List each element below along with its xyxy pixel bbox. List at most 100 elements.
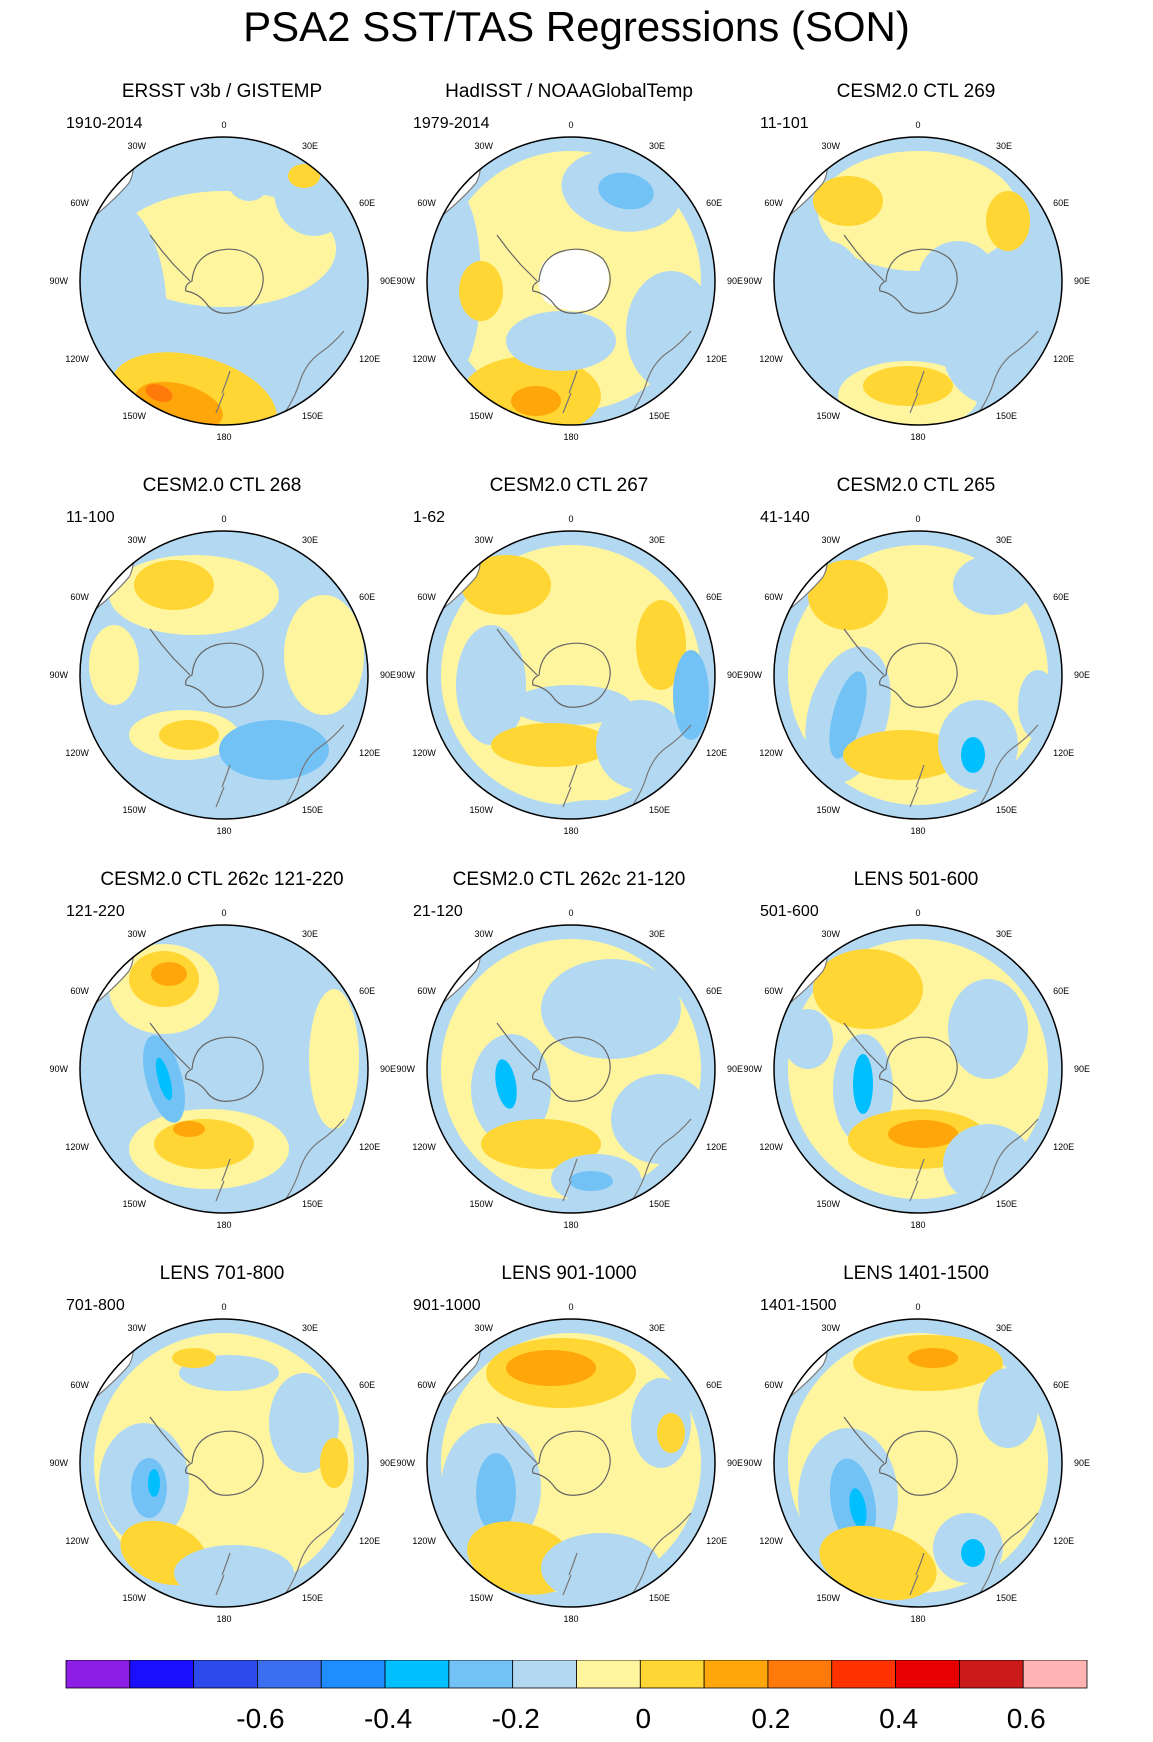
longitude-label: 60E	[706, 986, 722, 996]
longitude-label: 120W	[759, 748, 783, 758]
longitude-label: 120W	[759, 1536, 783, 1546]
longitude-label: 120W	[759, 1142, 783, 1152]
anomaly-region	[978, 1368, 1038, 1448]
anomaly-region	[173, 1121, 205, 1137]
map-boundary	[79, 530, 369, 820]
longitude-label: 60E	[359, 198, 375, 208]
anomaly-region	[320, 1438, 348, 1488]
longitude-label: 90E	[727, 1458, 743, 1468]
longitude-label: 120E	[1053, 354, 1074, 364]
longitude-label: 60W	[764, 986, 783, 996]
longitude-label: 120W	[65, 354, 89, 364]
longitude-label: 30E	[996, 1323, 1012, 1333]
panel-years: 1910-2014	[66, 115, 143, 132]
longitude-label: 150W	[816, 805, 840, 815]
colorbar-swatch	[129, 1660, 195, 1689]
longitude-label: 0	[915, 1302, 920, 1312]
polar-map: 0 30E 60E 90E 120E 150E 180 150W 120W 90W 60W 30W	[396, 514, 743, 836]
longitude-label: 120W	[65, 1536, 89, 1546]
longitude-label: 30W	[127, 535, 146, 545]
map-panel: LENS 901-1000 0 30E 60E 90E 120E 150E 180 150W 12…	[379, 1262, 759, 1657]
longitude-label: 60W	[417, 1380, 436, 1390]
anomaly-region	[908, 1348, 958, 1368]
longitude-label: 30E	[996, 535, 1012, 545]
longitude-label: 90W	[743, 1458, 762, 1468]
new-zealand-coastline	[562, 1158, 578, 1202]
longitude-label: 150E	[302, 1593, 323, 1603]
longitude-label: 90E	[1074, 1064, 1090, 1074]
longitude-label: 180	[216, 432, 231, 442]
peninsula-coastline	[843, 628, 885, 676]
peninsula-coastline	[149, 234, 191, 282]
anomaly-region	[853, 1054, 873, 1114]
longitude-label: 90E	[380, 276, 396, 286]
longitude-label: 60E	[706, 1380, 722, 1390]
map-panel: CESM2.0 CTL 262c 121-220 0 30E 60E 90E 120E 15…	[32, 868, 412, 1263]
anomaly-region	[461, 555, 551, 615]
anomaly-region	[174, 1545, 294, 1601]
australia-coastline	[632, 1118, 692, 1200]
longitude-label: 30E	[649, 141, 665, 151]
new-zealand-coastline	[215, 370, 231, 414]
australia-coastline	[979, 330, 1039, 412]
anomaly-region	[918, 241, 998, 321]
longitude-label: 120E	[359, 354, 380, 364]
longitude-label: 90E	[1074, 670, 1090, 680]
anomaly-region	[843, 730, 963, 780]
missing-data-region	[538, 249, 609, 311]
longitude-label: 0	[221, 908, 226, 918]
longitude-label: 0	[221, 514, 226, 524]
longitude-label: 30W	[821, 1323, 840, 1333]
map-boundary	[426, 924, 716, 1214]
anomaly-region	[89, 625, 139, 705]
panel-title: HadISST / NOAAGlobalTemp	[445, 81, 693, 102]
colorbar-swatch	[958, 1660, 1024, 1689]
map-panel: LENS 701-800 0 30E 60E 90E 120E 150E 180 150W 120…	[32, 1262, 412, 1657]
colorbar-swatch	[576, 1660, 641, 1689]
longitude-label: 90W	[49, 1064, 68, 1074]
panel-years: 1-62	[413, 509, 446, 526]
longitude-label: 60W	[70, 986, 89, 996]
antarctica-coastline	[532, 248, 611, 314]
page-title: PSA2 SST/TAS Regressions (SON)	[243, 3, 910, 50]
colorbar-swatch	[831, 1660, 896, 1689]
anomaly-region	[598, 172, 654, 210]
panel-years: 41-140	[760, 509, 810, 526]
anomaly-region	[961, 1539, 985, 1567]
anomaly-region	[541, 1533, 661, 1603]
peninsula-coastline	[149, 1022, 191, 1070]
longitude-label: 180	[910, 432, 925, 442]
longitude-label: 60W	[764, 592, 783, 602]
australia-coastline	[285, 330, 345, 412]
anomaly-region	[626, 271, 715, 391]
longitude-label: 0	[568, 908, 573, 918]
antarctica-coastline	[185, 642, 264, 708]
map-boundary	[426, 136, 716, 426]
longitude-label: 120W	[412, 354, 436, 364]
anomaly-region	[813, 176, 883, 226]
longitude-label: 30W	[474, 535, 493, 545]
longitude-label: 30E	[996, 141, 1012, 151]
anomaly-region	[986, 191, 1030, 251]
colorbar-tick-label: 0.4	[879, 1703, 918, 1734]
new-zealand-coastline	[909, 764, 925, 808]
australia-coastline	[285, 1512, 345, 1594]
colorbar-tick-label: -0.6	[236, 1703, 284, 1734]
longitude-label: 90W	[743, 1064, 762, 1074]
anomaly-region	[491, 723, 611, 767]
longitude-label: 150W	[469, 1593, 493, 1603]
colorbar-swatch	[257, 1660, 322, 1689]
anomaly-region	[511, 685, 631, 725]
anomaly-region	[506, 311, 616, 371]
antarctica-coastline	[532, 1430, 611, 1496]
peninsula-coastline	[496, 234, 538, 282]
australia-coastline	[632, 724, 692, 806]
anomaly-region	[611, 1074, 711, 1164]
polar-map: 0 30E 60E 90E 120E 150E 180 150W 120W 90W 60W 30W	[49, 514, 396, 836]
longitude-label: 60E	[359, 986, 375, 996]
longitude-label: 30W	[821, 141, 840, 151]
longitude-label: 30W	[127, 141, 146, 151]
antarctica-coastline	[879, 248, 958, 314]
longitude-label: 150E	[996, 805, 1017, 815]
colorbar-swatch	[703, 1660, 769, 1689]
